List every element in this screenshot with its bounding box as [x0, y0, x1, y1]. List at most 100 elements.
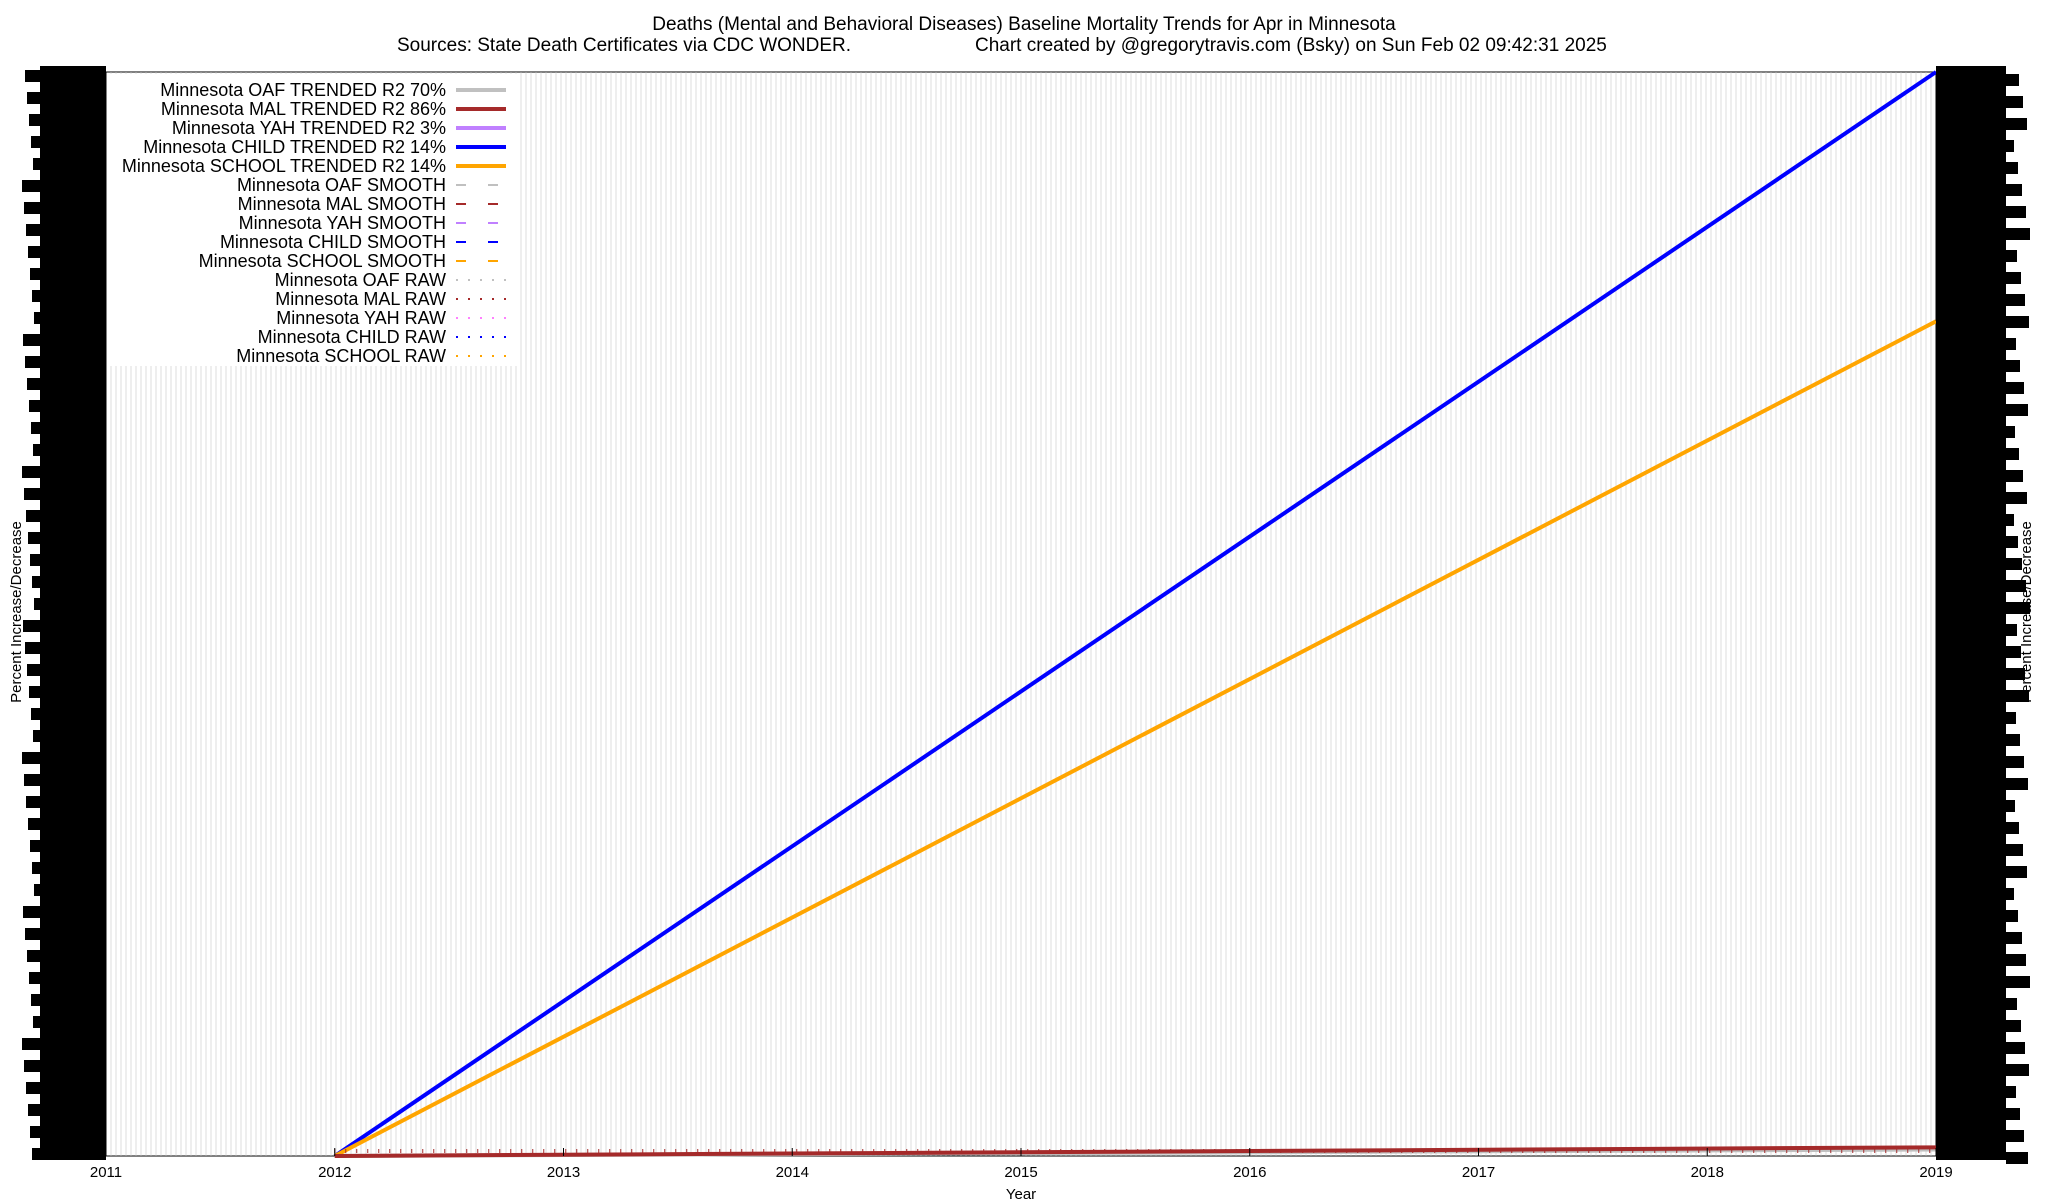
y-tick-overflow	[22, 1038, 40, 1050]
x-tick-label: 2019	[1919, 1164, 1952, 1181]
legend-label: Minnesota CHILD SMOOTH	[220, 232, 446, 252]
legend-label: Minnesota CHILD TRENDED R2 14%	[143, 137, 446, 157]
y-tick-overflow	[2006, 228, 2030, 240]
y-tick-overflow	[28, 1104, 40, 1116]
y-tick-overflow	[30, 268, 40, 280]
y-tick-overflow	[29, 686, 40, 698]
y-tick-overflow	[2006, 140, 2014, 152]
y-tick-overflow	[28, 818, 40, 830]
y-tick-overflow	[2006, 1042, 2025, 1054]
y-tick-overflow	[2006, 932, 2022, 944]
series-line-school_trend	[333, 319, 1937, 1158]
y-tick-overflow	[25, 70, 40, 82]
y-tick-overflow	[2006, 74, 2019, 86]
y-tick-overflow	[32, 290, 40, 302]
y-tick-overflow	[33, 730, 40, 742]
y-tick-overflow	[2006, 888, 2014, 900]
y-tick-overflow	[34, 312, 40, 324]
legend-label: Minnesota OAF SMOOTH	[237, 175, 446, 195]
y-tick-overflow	[2006, 756, 2024, 768]
chart-title: Deaths (Mental and Behavioral Diseases) …	[652, 14, 1396, 35]
y-tick-overflow	[2006, 206, 2026, 218]
y-tick-overflow	[23, 620, 40, 632]
y-tick-overflow	[2006, 184, 2022, 196]
y-tick-overflow	[28, 246, 40, 258]
legend-label: Minnesota MAL SMOOTH	[238, 194, 446, 214]
legend-label: Minnesota OAF RAW	[275, 270, 446, 290]
y-tick-overflow	[26, 224, 40, 236]
y-tick-overflow	[34, 598, 40, 610]
x-tick-label: 2016	[1233, 1164, 1266, 1181]
y-tick-overflow	[30, 554, 40, 566]
chart-subtitle-right: Chart created by @gregorytravis.com (Bsk…	[975, 35, 1607, 56]
y-tick-overflow	[2006, 316, 2029, 328]
y-tick-overflow	[32, 862, 40, 874]
legend-label: Minnesota SCHOOL SMOOTH	[199, 251, 446, 271]
legend-label: Minnesota YAH SMOOTH	[239, 213, 446, 233]
y-tick-label-overflow-right	[2006, 74, 2030, 1164]
x-tick-label: 2018	[1691, 1164, 1724, 1181]
legend-label: Minnesota YAH TRENDED R2 3%	[172, 118, 446, 138]
y-tick-overflow	[2006, 338, 2016, 350]
x-tick-label: 2014	[776, 1164, 809, 1181]
y-tick-overflow	[27, 378, 40, 390]
y-tick-overflow	[2006, 514, 2014, 526]
y-tick-overflow	[23, 334, 40, 346]
y-tick-overflow	[2006, 294, 2025, 306]
chart-subtitle-left: Sources: State Death Certificates via CD…	[397, 35, 851, 56]
x-tick-label: 2017	[1462, 1164, 1495, 1181]
y-tick-overflow	[2006, 690, 2029, 702]
y-tick-overflow	[26, 796, 40, 808]
y-tick-overflow	[24, 1060, 40, 1072]
y-axis-title-right: Percent Increase/Decrease	[2018, 521, 2035, 703]
legend-box	[108, 74, 518, 366]
y-tick-overflow	[2006, 712, 2016, 724]
legend-label: Minnesota YAH RAW	[276, 308, 446, 328]
y-tick-overflow	[2006, 448, 2019, 460]
y-tick-overflow	[2006, 492, 2027, 504]
y-tick-overflow	[34, 884, 40, 896]
baseline-ticks	[334, 1149, 1931, 1153]
y-tick-overflow	[2006, 96, 2023, 108]
y-tick-overflow	[27, 664, 40, 676]
y-tick-overflow	[27, 92, 40, 104]
y-tick-overflow	[2006, 954, 2026, 966]
y-tick-overflow	[2006, 624, 2017, 636]
y-tick-overflow	[33, 1016, 40, 1028]
y-tick-overflow	[28, 532, 40, 544]
y-tick-overflow	[24, 488, 40, 500]
y-tick-overflow	[2006, 360, 2020, 372]
x-tick-label: 2011	[90, 1164, 122, 1181]
legend-label: Minnesota MAL TRENDED R2 86%	[161, 99, 446, 119]
y-tick-overflow	[24, 774, 40, 786]
y-tick-overflow	[31, 136, 40, 148]
y-tick-overflow	[2006, 404, 2028, 416]
y-tick-overflow	[2006, 272, 2021, 284]
y-tick-overflow	[2006, 382, 2024, 394]
y-tick-overflow	[32, 1148, 40, 1160]
x-tick-labels: 2011 2012 2013 2014 2015 2016 2017 2018 2019	[90, 1148, 1953, 1181]
y-tick-overflow	[2006, 118, 2027, 130]
y-tick-overflow	[2006, 734, 2020, 746]
y-tick-overflow	[24, 202, 40, 214]
series-layer	[333, 70, 1938, 1158]
y-tick-overflow	[2006, 668, 2025, 680]
y-tick-overflow	[29, 972, 40, 984]
y-tick-overflow	[33, 158, 40, 170]
y-tick-overflow	[29, 400, 40, 412]
y-tick-overflow	[2006, 558, 2022, 570]
y-tick-overflow	[25, 928, 40, 940]
x-tick-label: 2013	[547, 1164, 580, 1181]
y-tick-overflow	[22, 180, 40, 192]
y-tick-overflow	[2006, 998, 2017, 1010]
y-axis-title-left: Percent Increase/Decrease	[8, 521, 25, 703]
y-tick-overflow	[2006, 800, 2015, 812]
y-tick-overflow	[25, 642, 40, 654]
y-tick-overflow	[33, 444, 40, 456]
y-tick-overflow	[2006, 1020, 2021, 1032]
y-tick-labels-right	[1936, 66, 2006, 1160]
y-tick-overflow	[2006, 1152, 2028, 1164]
y-tick-overflow	[31, 994, 40, 1006]
y-tick-overflow	[2006, 822, 2019, 834]
legend-label: Minnesota OAF TRENDED R2 70%	[160, 80, 446, 100]
